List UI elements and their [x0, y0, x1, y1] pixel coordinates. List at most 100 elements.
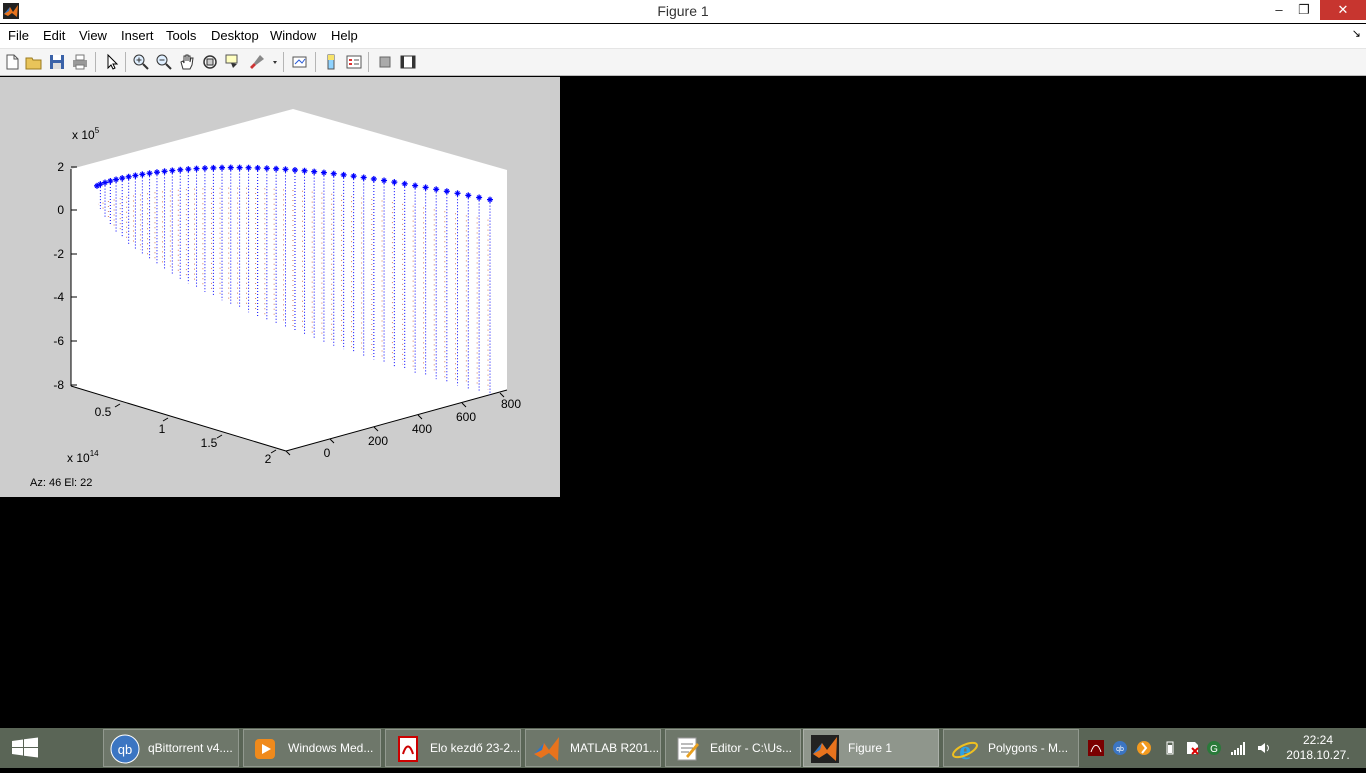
y-tick-mark [461, 402, 467, 408]
data-marker [301, 167, 308, 174]
menu-tools[interactable]: Tools [166, 28, 197, 43]
orange-tray-icon[interactable] [1136, 740, 1152, 756]
edit-plot-arrow-icon[interactable] [102, 52, 122, 72]
data-marker [273, 165, 280, 172]
colorbar-icon[interactable] [321, 52, 341, 72]
qbittorrent-tray-icon[interactable]: qb [1112, 740, 1128, 756]
x-tick-label: 0.5 [95, 405, 112, 419]
data-marker [391, 179, 398, 186]
window-title: Figure 1 [657, 3, 709, 19]
menu-help[interactable]: Help [331, 28, 358, 43]
taskbar-item-label: Polygons - M... [988, 741, 1069, 755]
security-tray-icon[interactable]: G [1206, 740, 1222, 756]
y-tick-label: 600 [456, 410, 476, 424]
x-exponent-label: x 1014 [67, 449, 99, 465]
taskbar-item-label: Windows Med... [288, 741, 374, 755]
menu-view[interactable]: View [79, 28, 107, 43]
data-marker [125, 173, 132, 180]
zoom-in-icon[interactable] [131, 52, 151, 72]
figure-canvas[interactable]: 2 0 -2 -4 -6 -8 0.5 1 1.5 2 0 200 400 600 800 x 105 … [0, 77, 560, 497]
battery-icon[interactable] [1162, 740, 1178, 756]
y-tick-mark [329, 438, 335, 444]
menu-insert[interactable]: Insert [121, 28, 154, 43]
data-cursor-icon[interactable] [223, 52, 243, 72]
z-exponent-label: x 105 [72, 126, 100, 142]
restore-button[interactable]: ❐ [1298, 2, 1310, 17]
brush-dropdown-icon[interactable] [268, 52, 288, 72]
zoom-out-icon[interactable] [154, 52, 174, 72]
acrobat-tray-icon[interactable] [1088, 740, 1104, 756]
media-player-icon [255, 739, 275, 759]
data-marker [245, 164, 252, 171]
z-tick-label: -2 [53, 247, 64, 261]
taskbar-item-qbittorrent[interactable]: qb qBittorrent v4.... [103, 729, 239, 767]
volume-icon[interactable] [1256, 740, 1272, 756]
x-tick-label: 1.5 [201, 436, 218, 450]
toolbar-separator [125, 52, 126, 72]
data-marker [320, 169, 327, 176]
print-icon[interactable] [70, 52, 90, 72]
dock-arrow-icon[interactable]: ↘ [1351, 28, 1361, 40]
taskbar-item-figure[interactable]: Figure 1 [803, 729, 939, 767]
internet-explorer-icon: e [952, 736, 978, 764]
legend-icon[interactable] [344, 52, 364, 72]
data-marker [360, 174, 367, 181]
rotation-status: Az: 46 El: 22 [30, 477, 93, 489]
taskbar-item-pdf[interactable]: Elo kezdő 23-2... [385, 729, 521, 767]
system-tray: qb G [1084, 728, 1284, 768]
data-marker [139, 171, 146, 178]
y-tick-label: 200 [368, 434, 388, 448]
data-marker [350, 173, 357, 180]
data-marker [119, 175, 126, 182]
menu-file[interactable]: File [8, 28, 29, 43]
svg-text:G: G [1210, 744, 1218, 755]
data-marker [412, 182, 419, 189]
data-marker [161, 168, 168, 175]
y-tick-label: 800 [501, 397, 521, 411]
windows-logo-icon [12, 737, 38, 758]
y-tick-label: 0 [324, 446, 331, 460]
close-button[interactable]: ✕ [1320, 0, 1366, 20]
editor-icon [677, 737, 699, 761]
menu-edit[interactable]: Edit [43, 28, 66, 43]
rotate-3d-icon[interactable] [200, 52, 220, 72]
taskbar-item-internet-explorer[interactable]: e Polygons - M... [943, 729, 1079, 767]
data-marker [210, 164, 217, 171]
y-tick-label: 400 [412, 422, 432, 436]
z-tick-label: 2 [57, 160, 64, 174]
action-center-icon[interactable] [1184, 740, 1200, 756]
network-signal-icon[interactable] [1230, 740, 1246, 756]
clock-date: 2018.10.27. [1286, 748, 1350, 762]
data-marker [370, 175, 377, 182]
menu-bar: File Edit View Insert Tools Desktop Wind… [0, 24, 1366, 49]
pan-hand-icon[interactable] [177, 52, 197, 72]
taskbar-item-windows-media[interactable]: Windows Med... [243, 729, 381, 767]
start-button[interactable] [0, 728, 50, 768]
menu-desktop[interactable]: Desktop [211, 28, 259, 43]
data-marker [107, 178, 114, 185]
show-plot-tools-icon[interactable] [398, 52, 418, 72]
data-marker [219, 164, 226, 171]
figure-toolbar [0, 49, 1366, 76]
taskbar-item-matlab[interactable]: MATLAB R201... [525, 729, 661, 767]
taskbar-item-label: qBittorrent v4.... [148, 741, 233, 755]
minimize-button[interactable]: – [1275, 2, 1283, 17]
toolbar-separator [315, 52, 316, 72]
open-file-icon[interactable] [24, 52, 44, 72]
pdf-icon [398, 736, 418, 762]
link-plot-icon[interactable] [290, 52, 310, 72]
clock-time: 22:24 [1302, 733, 1334, 747]
new-figure-icon[interactable] [2, 52, 22, 72]
data-marker [132, 172, 139, 179]
data-marker [330, 170, 337, 177]
menu-window[interactable]: Window [270, 28, 317, 43]
taskbar-item-label: Elo kezdő 23-2... [430, 741, 521, 755]
save-icon[interactable] [47, 52, 67, 72]
taskbar-item-editor[interactable]: Editor - C:\Us... [665, 729, 801, 767]
taskbar-clock[interactable]: 22:24 2018.10.27. [1280, 733, 1356, 763]
toolbar-separator [368, 52, 369, 72]
brush-icon[interactable] [247, 52, 267, 72]
stem-lines [97, 170, 491, 395]
hide-plot-tools-icon[interactable] [375, 52, 395, 72]
